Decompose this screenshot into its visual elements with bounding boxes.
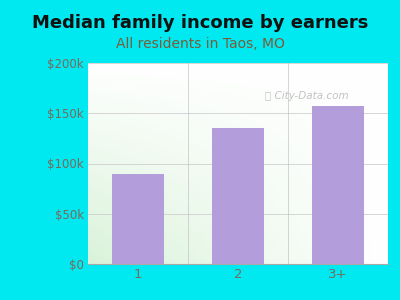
Text: All residents in Taos, MO: All residents in Taos, MO [116,38,284,52]
Text: ⓘ City-Data.com: ⓘ City-Data.com [265,91,349,101]
Bar [112,173,164,264]
Bar [212,128,264,264]
Bar [312,106,364,264]
Text: Median family income by earners: Median family income by earners [32,14,368,32]
